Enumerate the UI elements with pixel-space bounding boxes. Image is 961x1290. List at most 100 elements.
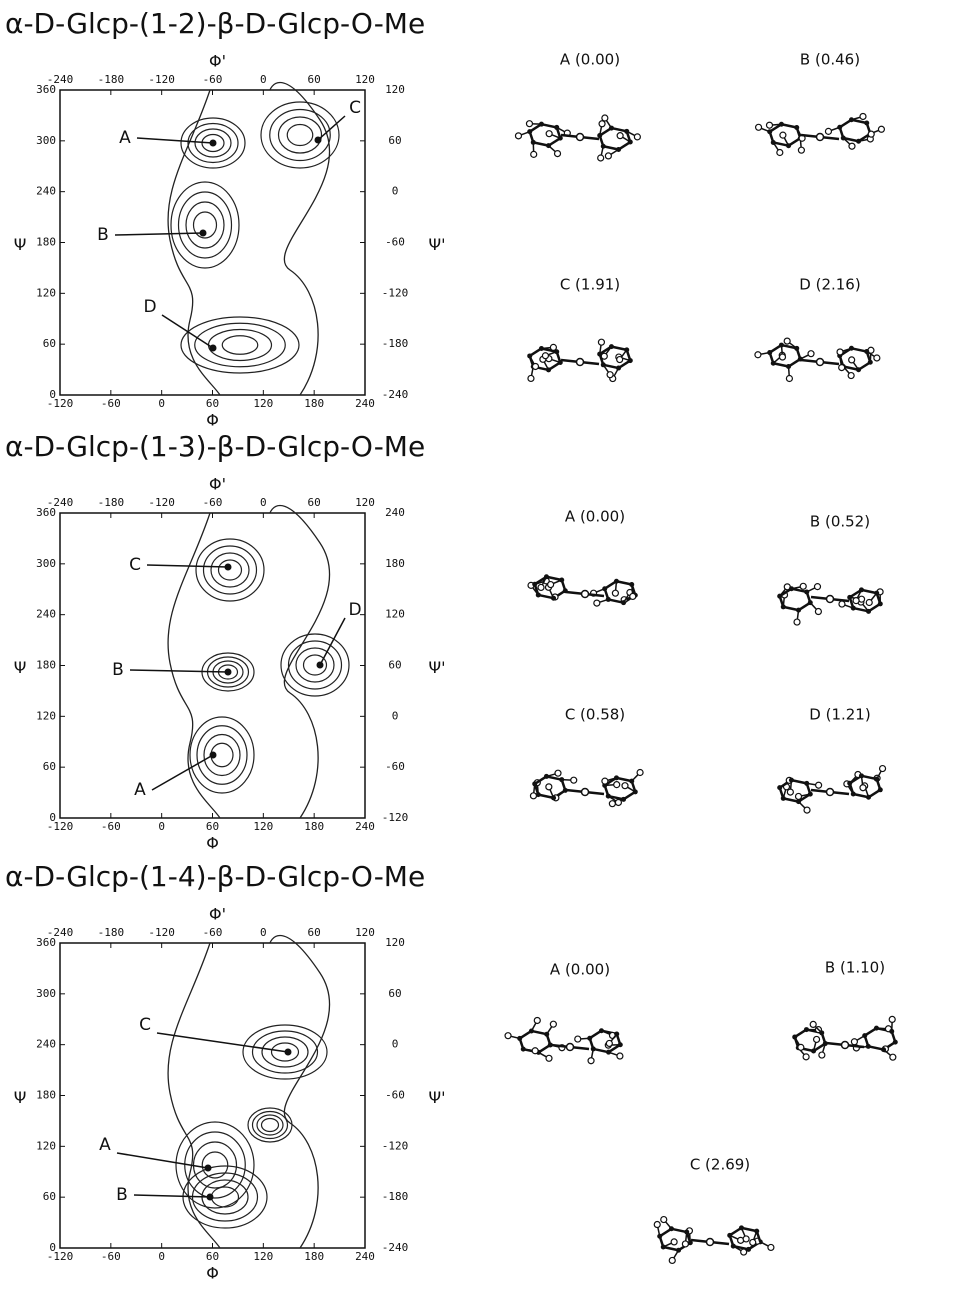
atom: [669, 1257, 675, 1263]
y2-tick-label: -60: [385, 760, 405, 773]
y-tick-label: 60: [43, 760, 56, 773]
atom: [624, 129, 629, 134]
y2-tick-label: 0: [392, 1038, 399, 1051]
atom: [874, 1026, 879, 1031]
minimum-label: C: [349, 98, 361, 118]
y-tick-label: 180: [36, 1089, 56, 1102]
molecule: [505, 1017, 623, 1063]
atom: [601, 353, 607, 359]
atom: [536, 592, 541, 597]
arrow: [134, 1195, 210, 1197]
atom: [602, 115, 608, 121]
atom: [866, 795, 871, 800]
contour: [279, 117, 322, 153]
contour: [219, 560, 242, 580]
atom: [786, 143, 791, 148]
x-tick-label: 60: [206, 820, 219, 833]
atom: [577, 359, 584, 366]
atom: [539, 122, 544, 127]
atom: [868, 131, 874, 137]
atom: [587, 1036, 592, 1041]
atom: [827, 596, 834, 603]
contour: [262, 1119, 279, 1132]
atom: [777, 785, 782, 790]
atom: [682, 1241, 688, 1247]
atom: [794, 619, 800, 625]
arrow: [318, 116, 345, 140]
y2-tick-label: 60: [388, 134, 401, 147]
y2-tick-label: 120: [385, 608, 405, 621]
minimum-label: C: [139, 1015, 151, 1035]
y2-axis-label: Ψ': [429, 1088, 446, 1107]
arrow-head: [317, 662, 324, 669]
y-tick-label: 240: [36, 185, 56, 198]
atom: [671, 1239, 677, 1245]
contour: [181, 317, 299, 373]
atom: [544, 1032, 549, 1037]
contour: [296, 648, 334, 682]
atom: [559, 777, 564, 782]
minimum-label: C: [129, 555, 141, 575]
minimum-label: B: [112, 660, 124, 680]
atom: [676, 1248, 681, 1253]
atom: [616, 366, 621, 371]
y-tick-label: 120: [36, 1139, 56, 1152]
atom: [766, 122, 772, 128]
atom: [539, 346, 544, 351]
atom: [609, 344, 614, 349]
panel: α-D-Glcp-(1-4)-β-D-Glcp-O-Me-120-6006012…: [5, 860, 898, 1283]
atom: [602, 586, 607, 591]
atom: [851, 1039, 857, 1045]
contour: [168, 83, 330, 396]
x2-tick-label: 0: [260, 73, 267, 86]
atom: [517, 1036, 522, 1041]
atom: [789, 778, 794, 783]
y2-tick-label: -180: [382, 1190, 409, 1203]
atom: [787, 789, 793, 795]
conformer-label: B (0.52): [810, 513, 870, 531]
contour: [204, 735, 240, 776]
molecule: [654, 1217, 774, 1264]
minimum-label: D: [143, 297, 156, 317]
atom: [874, 777, 879, 782]
atom: [505, 1033, 511, 1039]
atom: [606, 794, 611, 799]
atom: [527, 129, 532, 134]
atom: [798, 1044, 804, 1050]
x-tick-label: 240: [355, 397, 375, 410]
atom: [544, 774, 549, 779]
atom: [559, 578, 564, 583]
atom: [622, 783, 628, 789]
atom: [817, 134, 824, 141]
x-tick-label: -60: [101, 1250, 121, 1263]
atom: [521, 1047, 526, 1052]
atom: [827, 789, 834, 796]
atom: [860, 785, 866, 791]
atom: [527, 353, 532, 358]
arrow: [115, 233, 203, 235]
x-tick-label: 180: [304, 1250, 324, 1263]
atom: [796, 799, 801, 804]
atom: [814, 584, 820, 590]
atom: [849, 357, 855, 363]
y-axis-label: Ψ: [14, 235, 27, 254]
x-tick-label: 60: [206, 397, 219, 410]
x-tick-label: 240: [355, 1250, 375, 1263]
y2-axis-label: Ψ': [429, 235, 446, 254]
atom: [577, 134, 584, 141]
panel: α-D-Glcp-(1-3)-β-D-Glcp-O-Me-120-6006012…: [5, 430, 886, 853]
atom: [571, 777, 577, 783]
atom: [532, 1048, 538, 1054]
x2-tick-label: 120: [355, 73, 375, 86]
y2-tick-label: 120: [385, 83, 405, 96]
x2-tick-label: 120: [355, 496, 375, 509]
atom: [786, 375, 792, 381]
contour: [222, 336, 258, 355]
atom: [771, 361, 776, 366]
atom: [598, 339, 604, 345]
atom: [629, 582, 634, 587]
atom: [874, 591, 879, 596]
atom: [789, 586, 794, 591]
contour: [248, 1108, 292, 1142]
atom: [727, 1233, 732, 1238]
